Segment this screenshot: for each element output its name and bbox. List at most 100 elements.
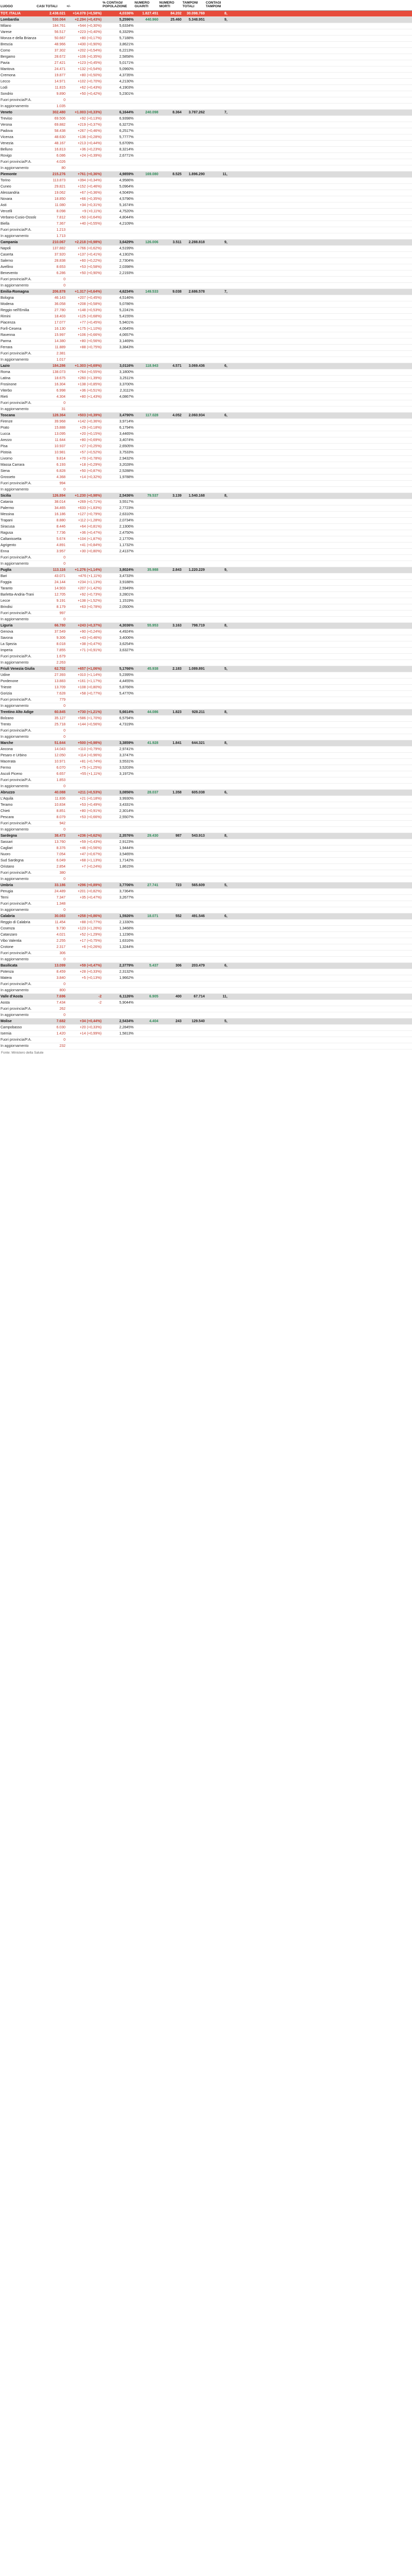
table-row[interactable]: Pavia 27.421 +123 (+0,45%) 5,0171% — [0, 60, 412, 66]
table-row[interactable]: Fuori provincia/P.A. 1.853 — [0, 777, 412, 784]
table-row[interactable]: Pistoia 10.981 +57 (+0,52%) 3,7533% — [0, 449, 412, 456]
table-row[interactable]: Latina 18.675 +260 (+1,39%) 3,2511% — [0, 375, 412, 382]
region-row[interactable]: Marche 51.644 +500 (+0,98%) 3,3859% 41.928 1.… — [0, 740, 412, 747]
table-row[interactable]: L'Aquila 11.836 +21 (+0,18%) 3,9930% — [0, 795, 412, 802]
region-row[interactable]: Toscana 128.364 +503 (+0,39%) 3,4790% 117.02… — [0, 412, 412, 419]
header-luogo[interactable]: LUOGO — [0, 0, 36, 11]
table-row[interactable]: Nuoro 7.054 +47 (+0,67%) 3,5465% — [0, 851, 412, 858]
table-row[interactable]: Lucca 13.095 +20 (+0,15%) 3,4465% — [0, 431, 412, 437]
region-row[interactable]: Sardegna 38.473 +236 (+0,62%) 2,3576% 29.430… — [0, 833, 412, 839]
table-row[interactable]: In aggiornamento 0 — [0, 907, 412, 913]
table-row[interactable]: Matera 3.840 +5 (+0,13%) 1,9662% — [0, 975, 412, 981]
region-row[interactable]: Liguria 66.780 +243 (+0,37%) 4,3036% 55.953 3… — [0, 622, 412, 629]
table-row[interactable]: Reggio di Calabria 11.454 +88 (+0,77%) 2,13… — [0, 919, 412, 926]
table-row[interactable]: Ravenna 15.997 +106 (+0,66%) 4,0657% — [0, 332, 412, 338]
table-row[interactable]: Cuneo 29.821 +152 (+0,46%) 5,0964% — [0, 183, 412, 190]
table-row[interactable]: Siena 6.828 +50 (+0,87%) 2,5288% — [0, 468, 412, 474]
table-row[interactable]: Sondrio 9.890 +50 (+0,42%) 5,2301% — [0, 91, 412, 97]
table-row[interactable]: Perugia 24.489 +201 (+0,82%) 3,7364% — [0, 888, 412, 895]
region-row[interactable]: Lazio 184.286 +1.303 (+0,69%) 3,0116% 118.94… — [0, 363, 412, 369]
table-row[interactable]: Cosenza 9.730 +123 (+1,26%) 1,3468% — [0, 925, 412, 932]
region-row[interactable]: Piemonte 215.276 +761 (+0,36%) 4,9859% 169.0… — [0, 171, 412, 178]
table-row[interactable]: Imperia 7.855 +71 (+0,91%) 3,6327% — [0, 647, 412, 654]
table-row[interactable]: Trieste 13.709 +108 (+0,80%) 5,8766% — [0, 684, 412, 691]
table-row[interactable]: Fuori provincia/P.A. 380 — [0, 870, 412, 876]
table-row[interactable]: Trento 25.718 +144 (+0,56%) 4,7319% — [0, 721, 412, 728]
table-row[interactable]: Frosinone 16.304 +138 (+0,85%) 3,3700% — [0, 381, 412, 388]
table-row[interactable]: Grosseto 4.368 +14 (+0,32%) 1,9788% — [0, 474, 412, 481]
table-row[interactable]: Lecce 9.191 +138 (+1,52%) 1,1519% — [0, 598, 412, 604]
table-row[interactable]: Milano 184.761 +544 (+0,30%) 5,6334% — [0, 23, 412, 29]
header-guariti[interactable]: NUMERO GUARITI — [134, 0, 159, 11]
table-row[interactable]: Arezzo 11.644 +80 (+0,69%) 3,4074% — [0, 437, 412, 444]
table-row[interactable]: Enna 3.957 +30 (+0,80%) 2,4137% — [0, 548, 412, 555]
table-row[interactable]: In aggiornamento 31 — [0, 406, 412, 413]
header-morti[interactable]: NUMERO MORTI — [159, 0, 182, 11]
table-row[interactable]: Fuori provincia/P.A. 0 — [0, 727, 412, 734]
table-row[interactable]: Ferrara 11.889 +88 (+0,75%) 3,3843% — [0, 344, 412, 351]
table-row[interactable]: Parma 14.380 +80 (+0,56%) 3,1469% — [0, 338, 412, 345]
table-row[interactable]: In aggiornamento 0 — [0, 616, 412, 623]
table-row[interactable]: Biella 7.367 +40 (+0,55%) 4,2109% — [0, 221, 412, 227]
table-row[interactable]: Salerno 28.838 +60 (+0,22%) 2,7304% — [0, 258, 412, 264]
region-row[interactable]: Basilicata 13.099 +59 (+0,47%) 2,3779% 5.437… — [0, 962, 412, 969]
region-row[interactable]: Umbria 33.186 +296 (+0,89%) 3,7706% 27.741 72… — [0, 882, 412, 889]
table-row[interactable]: Fuori provincia/P.A. 997 — [0, 610, 412, 617]
region-row[interactable]: Valle d'Aosta 7.696 -2 6,1126% 6.905 400 67.71… — [0, 993, 412, 1000]
table-row[interactable]: Como 37.302 +202 (+0,54%) 6,2213% — [0, 47, 412, 54]
table-row[interactable]: Asti 11.080 +34 (+0,31%) 5,1674% — [0, 202, 412, 209]
table-row[interactable]: Caserta 37.920 +137 (+0,41%) 4,1302% — [0, 251, 412, 258]
region-row[interactable]: Emilia-Romagna 206.878 +1.317 (+0,64%) 4,62… — [0, 289, 412, 295]
table-row[interactable]: In aggiornamento 2.263 — [0, 659, 412, 666]
table-row[interactable]: Piacenza 17.077 +77 (+0,45%) 5,9401% — [0, 319, 412, 326]
table-row[interactable]: Vicenza 48.630 +136 (+0,28%) 5,7777% — [0, 134, 412, 141]
table-row[interactable]: Viterbo 6.998 +36 (+0,51%) 2,3111% — [0, 387, 412, 394]
table-row[interactable]: Fermo 6.070 +75 (+1,25%) 3,5203% — [0, 765, 412, 771]
table-row[interactable]: Fuori provincia/P.A. 0 — [0, 554, 412, 561]
table-row[interactable]: Bergamo 28.672 +106 (+0,35%) 2,5858% — [0, 54, 412, 60]
table-row[interactable]: In aggiornamento 1.713 — [0, 233, 412, 240]
table-row[interactable]: Barletta-Andria-Trani 12.705 +92 (+0,73%) 3… — [0, 591, 412, 598]
table-row[interactable]: Brescia 48.966 +430 (+0,90%) 3,8621% — [0, 41, 412, 48]
table-row[interactable]: Novara 18.850 +66 (+0,35%) 4,5796% — [0, 196, 412, 202]
table-row[interactable]: Napoli 137.882 +766 (+0,62%) 4,5199% — [0, 245, 412, 252]
table-row[interactable]: Benevento 6.286 +50 (+0,90%) 2,2193% — [0, 270, 412, 277]
table-row[interactable]: In aggiornamento 0 — [0, 783, 412, 790]
table-row[interactable]: Firenze 39.968 +142 (+0,36%) 3,9714% — [0, 418, 412, 425]
table-row[interactable]: Livorno 9.814 +70 (+0,78%) 2,9432% — [0, 455, 412, 462]
table-row[interactable]: Cagliari 8.376 +46 (+0,56%) 1,9444% — [0, 845, 412, 852]
table-row[interactable]: Padova 58.438 +267 (+0,46%) 6,2517% — [0, 128, 412, 134]
table-row[interactable]: Teramo 10.834 +53 (+0,49%) 3,4331% — [0, 802, 412, 808]
table-row[interactable]: Fuori provincia/P.A. 1.679 — [0, 653, 412, 660]
table-row[interactable]: Fuori provincia/P.A. 2.381 — [0, 350, 412, 357]
table-row[interactable]: Sud Sardegna 6.049 +68 (+1,13%) 1,7142% — [0, 857, 412, 864]
table-row[interactable]: Fuori provincia/P.A. 0 — [0, 400, 412, 406]
table-row[interactable]: In aggiornamento 0 — [0, 734, 412, 740]
table-row[interactable]: Ragusa 7.736 +36 (+0,47%) 2,4750% — [0, 530, 412, 536]
table-row[interactable]: Pisa 10.937 +27 (+0,25%) 2,6505% — [0, 443, 412, 450]
table-row[interactable]: Vercelli 8.098 +9 (+0,11%) 4,7520% — [0, 208, 412, 215]
table-row[interactable]: Roma 138.073 +764 (+0,55%) 3,1800% — [0, 369, 412, 376]
region-row[interactable]: Lombardia 530.064 +2.294 (+0,43%) 5,2596% 44… — [0, 16, 412, 23]
table-row[interactable]: Genova 37.549 +90 (+0,24%) 4,4924% — [0, 629, 412, 635]
table-row[interactable]: Caltanissetta 5.674 +104 (+1,87%) 2,1770% — [0, 536, 412, 543]
table-row[interactable]: Pescara 8.079 +53 (+0,66%) 2,5507% — [0, 814, 412, 821]
table-row[interactable]: Fuori provincia/P.A. 0 — [0, 981, 412, 988]
header-casi-totali[interactable]: CASI TOTALI — [36, 0, 66, 11]
table-row[interactable]: Vibo Valentia 2.255 +17 (+0,75%) 1,6316% — [0, 938, 412, 944]
table-row[interactable]: Avellino 8.653 +53 (+0,58%) 2,0398% — [0, 264, 412, 270]
table-row[interactable]: In aggiornamento 0 — [0, 703, 412, 709]
table-row[interactable]: Fuori provincia/P.A. 994 — [0, 480, 412, 487]
table-row[interactable]: Pesaro e Urbino 12.050 +114 (+0,96%) 3,3747… — [0, 752, 412, 759]
table-row[interactable]: Bari 43.071 +476 (+1,11%) 3,4733% — [0, 573, 412, 580]
region-row[interactable]: Trentino Alto Adige 60.845 +730 (+1,21%) 5,… — [0, 709, 412, 716]
table-row[interactable]: Varese 56.517 +223 (+0,40%) 6,3329% — [0, 29, 412, 36]
table-row[interactable]: Fuori provincia/P.A. 1.213 — [0, 227, 412, 233]
table-row[interactable]: Udine 27.393 +310 (+1,14%) 5,2395% — [0, 672, 412, 679]
table-row[interactable]: Rimini 18.403 +125 (+0,68%) 5,4155% — [0, 313, 412, 320]
table-row[interactable]: Rieti 4.304 +80 (+1,43%) 4,0867% — [0, 394, 412, 400]
table-row[interactable]: In aggiornamento 0 — [0, 561, 412, 567]
table-row[interactable]: Verona 69.882 +219 (+0,37%) 6,3272% — [0, 122, 412, 128]
table-row[interactable]: In aggiornamento 232 — [0, 1043, 412, 1049]
region-row[interactable]: Friuli Venezia Giulia 62.702 +657 (+1,06%)… — [0, 666, 412, 672]
